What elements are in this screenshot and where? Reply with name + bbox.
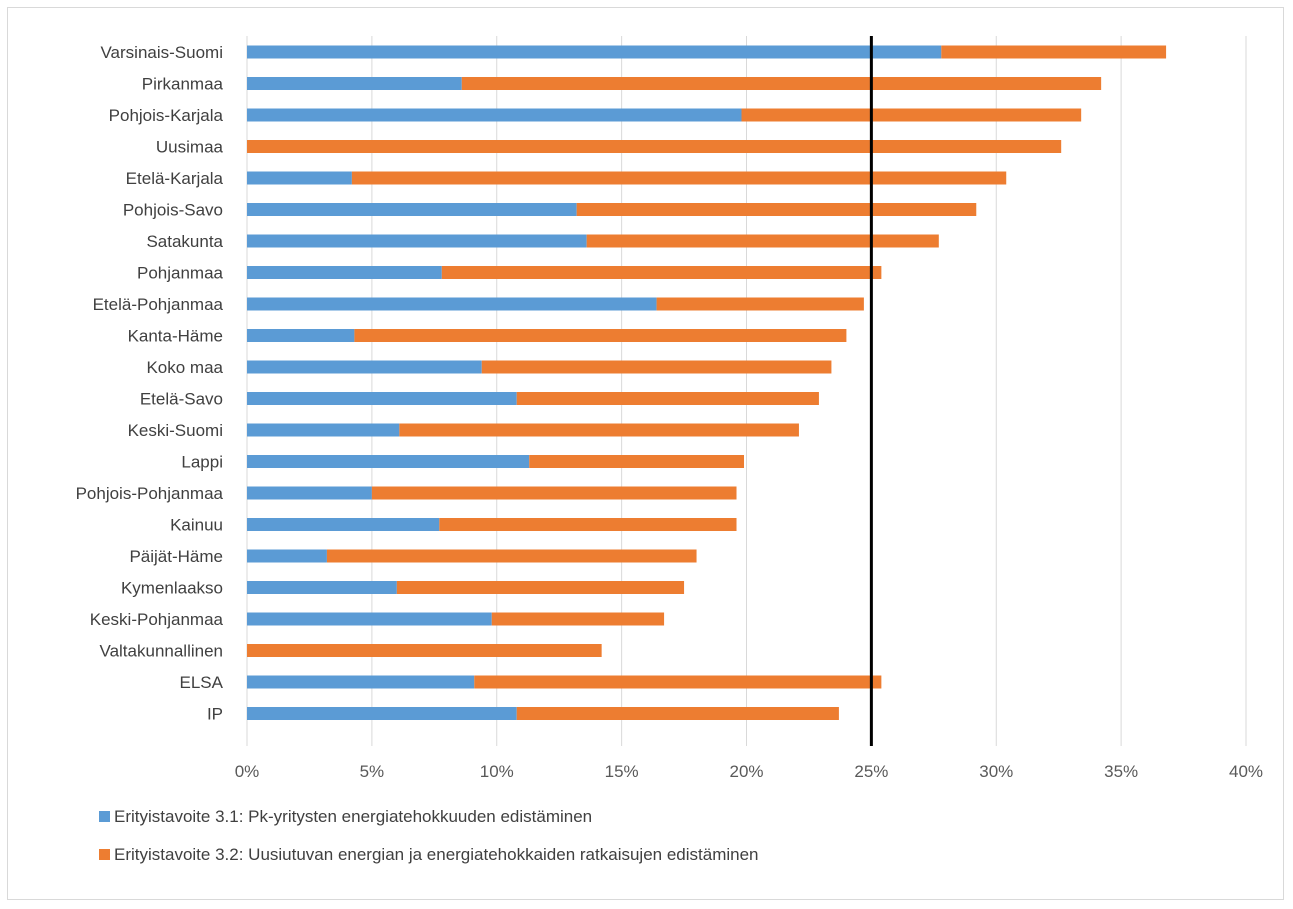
bar-segment-3-1: [247, 203, 577, 216]
category-label: Valtakunnallinen: [100, 642, 224, 661]
x-tick-label: 25%: [854, 762, 888, 781]
x-tick-label: 10%: [480, 762, 514, 781]
category-label: Uusimaa: [156, 138, 224, 157]
legend-swatch: [99, 849, 110, 860]
bar-segment-3-2: [441, 266, 882, 279]
bar-segment-3-1: [247, 518, 440, 531]
x-tick-label: 35%: [1104, 762, 1138, 781]
category-label: IP: [207, 705, 223, 724]
bar-segment-3-1: [247, 297, 657, 311]
category-label: Satakunta: [146, 232, 223, 251]
category-label: Kanta-Häme: [128, 327, 223, 346]
bar-segment-3-2: [516, 392, 819, 405]
bar-segment-3-2: [516, 707, 839, 720]
category-label: Pohjois-Savo: [123, 201, 223, 220]
bar-segment-3-2: [474, 675, 882, 689]
category-labels: Varsinais-Suomi Pirkanmaa Pohjois-Karjala U…: [76, 43, 224, 724]
x-tick-label: 40%: [1229, 762, 1263, 781]
bar-segment-3-2: [576, 203, 977, 216]
category-label: Pohjanmaa: [137, 264, 224, 283]
bar-segment-3-2: [461, 77, 1102, 90]
bar-segment-3-2: [326, 549, 697, 563]
bar-segment-3-2: [247, 644, 602, 657]
category-label: Varsinais-Suomi: [100, 43, 223, 62]
bar-segment-3-2: [354, 329, 847, 342]
bar-segment-3-2: [481, 360, 832, 374]
category-label: Pirkanmaa: [142, 75, 224, 94]
category-label: Päijät-Häme: [129, 547, 223, 566]
bar-segment-3-1: [247, 423, 400, 437]
bar-chart: Varsinais-Suomi Pirkanmaa Pohjois-Karjala U…: [76, 36, 1263, 864]
category-label: Etelä-Savo: [140, 390, 223, 409]
bar-segment-3-1: [247, 171, 352, 185]
bar-segment-3-2: [941, 45, 1167, 59]
category-label: Keski-Suomi: [128, 421, 223, 440]
bar-segment-3-2: [396, 581, 685, 594]
bar-segment-3-1: [247, 612, 492, 626]
category-label: ELSA: [180, 673, 224, 692]
bar-segment-3-1: [247, 392, 517, 405]
bar-segment-3-2: [371, 486, 737, 500]
bar-segment-3-1: [247, 108, 742, 122]
bar-segment-3-1: [247, 707, 517, 720]
bar-segment-3-1: [247, 45, 942, 59]
bar-segment-3-1: [247, 360, 482, 374]
bar-segment-3-2: [529, 455, 745, 468]
bar-segment-3-1: [247, 675, 475, 689]
legend-entry: Erityistavoite 3.2: Uusiutuvan energian …: [114, 845, 759, 864]
legend: Erityistavoite 3.1: Pk-yritysten energia…: [99, 807, 759, 864]
bar-segment-3-2: [656, 297, 864, 311]
category-label: Pohjois-Karjala: [109, 106, 224, 125]
bar-segment-3-1: [247, 486, 372, 500]
category-label: Etelä-Pohjanmaa: [93, 295, 224, 314]
bar-segment-3-2: [491, 612, 665, 626]
x-axis-tick-labels: 0% 5% 10% 15% 20% 25% 30% 35% 40%: [235, 762, 1263, 781]
x-tick-label: 0%: [235, 762, 260, 781]
bar-segment-3-1: [247, 77, 462, 90]
category-label: Kymenlaakso: [121, 579, 223, 598]
bar-segment-3-1: [247, 234, 587, 248]
bar-segment-3-1: [247, 329, 355, 342]
category-label: Etelä-Karjala: [126, 169, 224, 188]
bar-segment-3-2: [439, 518, 737, 531]
bar-segment-3-1: [247, 581, 397, 594]
x-tick-label: 20%: [729, 762, 763, 781]
legend-entry: Erityistavoite 3.1: Pk-yritysten energia…: [114, 807, 592, 826]
bar-segment-3-2: [741, 108, 1082, 122]
x-tick-label: 5%: [360, 762, 385, 781]
category-label: Koko maa: [146, 358, 223, 377]
x-tick-label: 15%: [605, 762, 639, 781]
x-tick-label: 30%: [979, 762, 1013, 781]
bar-segment-3-2: [351, 171, 1007, 185]
category-label: Pohjois-Pohjanmaa: [76, 484, 224, 503]
bar-segment-3-1: [247, 266, 442, 279]
category-label: Lappi: [181, 453, 223, 472]
bar-segment-3-2: [399, 423, 799, 437]
chart-area: Varsinais-Suomi Pirkanmaa Pohjois-Karjala U…: [7, 7, 1284, 900]
legend-swatch: [99, 811, 110, 822]
bar-segment-3-2: [247, 140, 1062, 153]
bar-segment-3-1: [247, 549, 327, 563]
category-label: Kainuu: [170, 516, 223, 535]
bars: [247, 45, 1167, 720]
bar-segment-3-1: [247, 455, 530, 468]
bar-segment-3-2: [586, 234, 939, 248]
category-label: Keski-Pohjanmaa: [90, 610, 224, 629]
